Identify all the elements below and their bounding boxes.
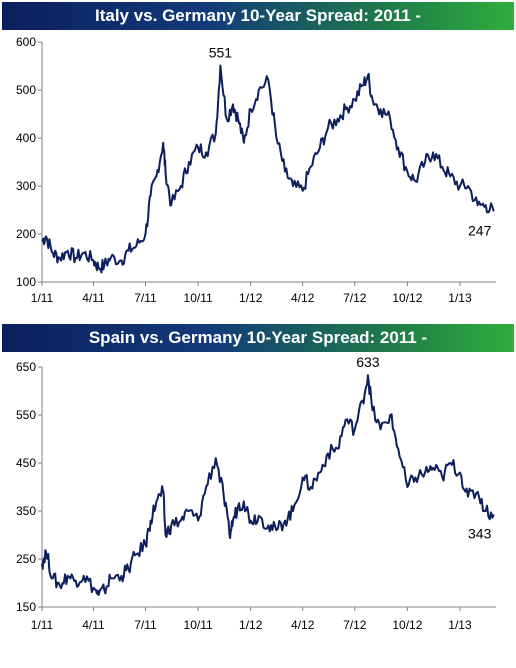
italy-x-tick-label: 7/12 bbox=[343, 291, 367, 305]
spain-y-tick-label: 250 bbox=[16, 552, 36, 566]
spain-x-tick-label: 1/13 bbox=[448, 618, 472, 632]
italy-chart-title: Italy vs. Germany 10-Year Spread: 2011 - bbox=[2, 2, 514, 30]
spain-y-tick-label: 350 bbox=[16, 504, 36, 518]
spain-x-tick-label: 1/12 bbox=[239, 618, 263, 632]
italy-x-tick-label: 1/11 bbox=[31, 291, 54, 305]
italy-y-tick-label: 200 bbox=[16, 227, 36, 241]
italy-spread-chart: 100 200 300 400 500 600 1/11 4/11 7/11 10/11 1/12 4… bbox=[16, 35, 496, 305]
spain-chart-title: Spain vs. Germany 10-Year Spread: 2011 - bbox=[2, 324, 514, 352]
italy-x-tick-label: 4/11 bbox=[82, 291, 105, 305]
spain-x-tick-label: 7/12 bbox=[343, 618, 367, 632]
spain-y-tick-label: 450 bbox=[16, 456, 36, 470]
spain-y-tick-label: 550 bbox=[16, 408, 36, 422]
spain-y-tick-label: 650 bbox=[16, 360, 36, 374]
spain-x-tick-label: 10/11 bbox=[184, 618, 213, 632]
italy-x-tick-label: 10/11 bbox=[184, 291, 213, 305]
italy-x-tick-label: 7/11 bbox=[134, 291, 157, 305]
spain-x-tick-label: 4/11 bbox=[82, 618, 105, 632]
italy-y-tick-label: 400 bbox=[16, 131, 36, 145]
italy-value-annotation: 247 bbox=[468, 222, 492, 238]
italy-y-tick-label: 100 bbox=[16, 275, 36, 289]
spain-x-tick-label: 7/11 bbox=[134, 618, 157, 632]
italy-y-tick-label: 300 bbox=[16, 179, 36, 193]
spain-spread-chart: 150 250 350 450 550 650 1/11 4/11 7/11 10/11 1/12 4… bbox=[16, 354, 496, 632]
italy-value-annotation: 551 bbox=[209, 45, 233, 61]
italy-y-tick-label: 600 bbox=[16, 35, 36, 49]
spain-value-annotation: 633 bbox=[356, 354, 380, 370]
spain-y-tick-label: 150 bbox=[16, 600, 36, 614]
italy-y-tick-label: 500 bbox=[16, 83, 36, 97]
spain-x-tick-label: 4/12 bbox=[291, 618, 315, 632]
italy-x-tick-label: 1/12 bbox=[239, 291, 263, 305]
spain-value-annotation: 343 bbox=[468, 525, 492, 541]
italy-spread-line bbox=[41, 64, 495, 274]
spain-spread-line bbox=[41, 374, 495, 596]
spain-x-tick-label: 10/12 bbox=[392, 618, 422, 632]
italy-x-tick-label: 4/12 bbox=[291, 291, 315, 305]
italy-x-tick-label: 1/13 bbox=[448, 291, 472, 305]
spain-x-tick-label: 1/11 bbox=[31, 618, 54, 632]
italy-x-tick-label: 10/12 bbox=[392, 291, 422, 305]
